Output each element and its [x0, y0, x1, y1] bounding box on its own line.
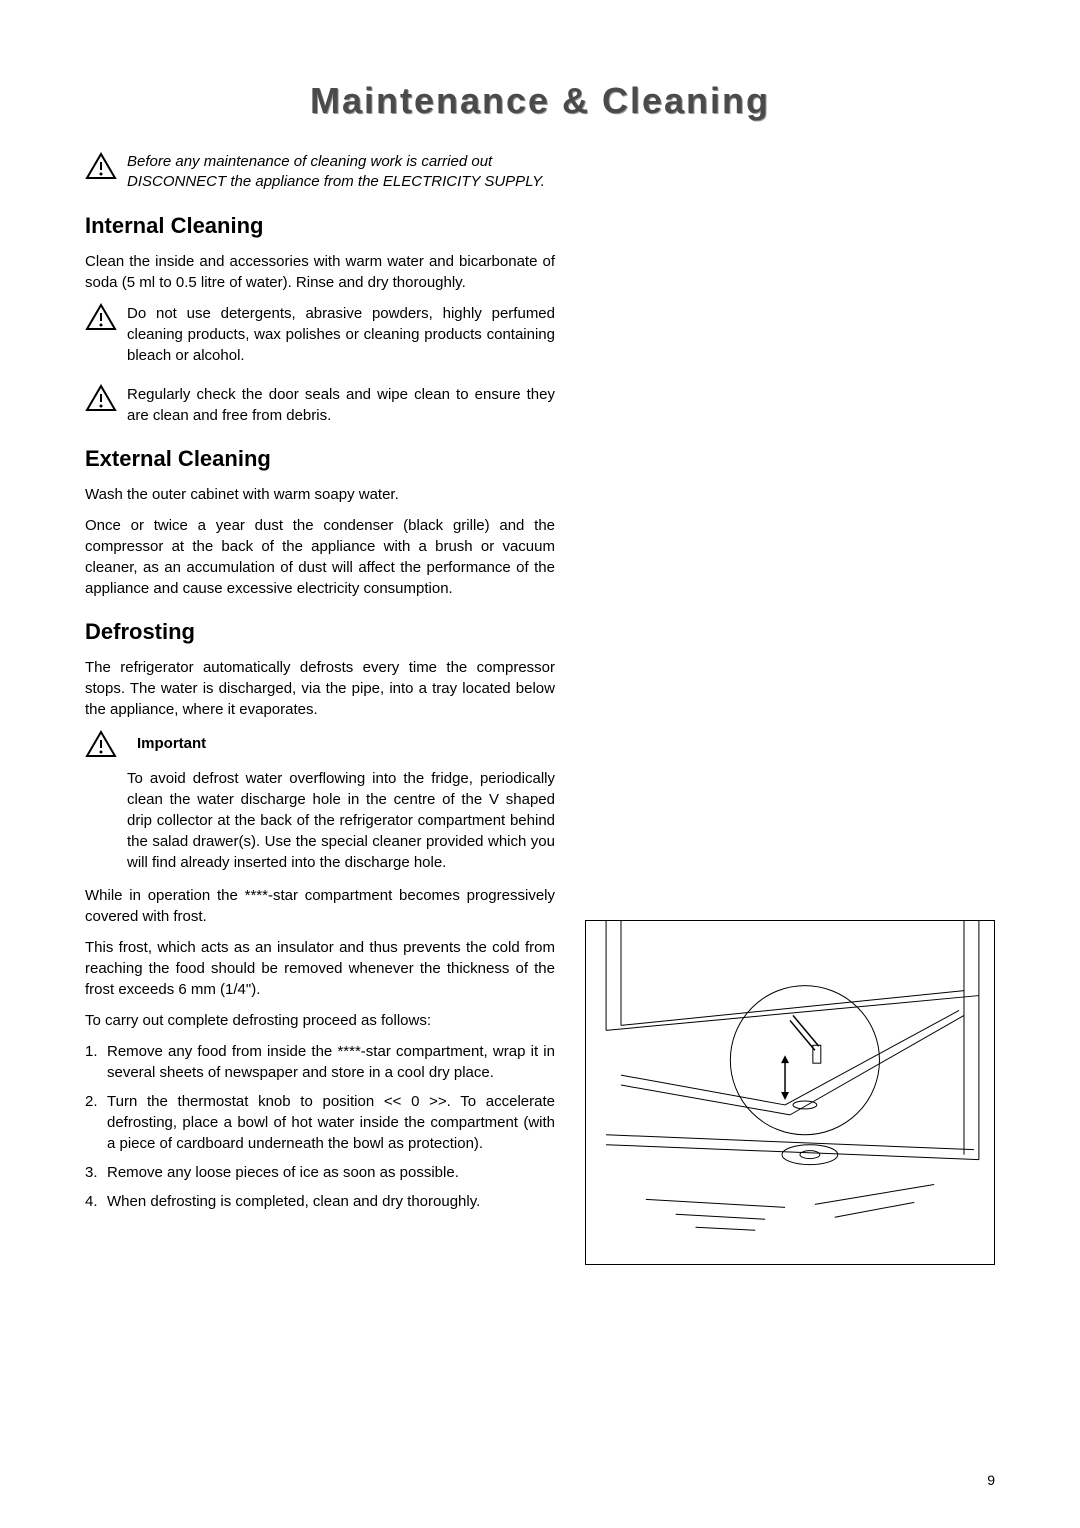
list-item: 4. When defrosting is completed, clean an…: [85, 1191, 555, 1212]
warning-icon: [85, 303, 117, 331]
page-title: Maintenance & Cleaning: [85, 80, 995, 122]
top-warning: Before any maintenance of cleaning work …: [85, 152, 555, 193]
important-block: Important: [85, 730, 555, 758]
detergents-warning: Do not use detergents, abrasive powders,…: [85, 303, 555, 366]
important-text: To avoid defrost water overflowing into …: [127, 768, 555, 873]
step-text: When defrosting is completed, clean and …: [107, 1193, 480, 1210]
step-number: 4.: [85, 1191, 98, 1212]
defrosting-p1: The refrigerator automatically defrosts …: [85, 657, 555, 720]
defrosting-heading: Defrosting: [85, 619, 555, 645]
top-warning-text: Before any maintenance of cleaning work …: [127, 152, 555, 193]
external-cleaning-p2: Once or twice a year dust the condenser …: [85, 515, 555, 599]
list-item: 3. Remove any loose pieces of ice as soon…: [85, 1162, 555, 1183]
seals-warning-text: Regularly check the door seals and wipe …: [127, 384, 555, 426]
defrosting-p3: This frost, which acts as an insulator a…: [85, 937, 555, 1000]
defrost-steps: 1. Remove any food from inside the ****-s…: [85, 1041, 555, 1212]
list-item: 2. Turn the thermostat knob to position <…: [85, 1091, 555, 1154]
seals-warning: Regularly check the door seals and wipe …: [85, 384, 555, 426]
internal-cleaning-heading: Internal Cleaning: [85, 213, 555, 239]
warning-icon: [85, 152, 117, 180]
step-number: 2.: [85, 1091, 98, 1112]
step-number: 1.: [85, 1041, 98, 1062]
step-text: Turn the thermostat knob to position << …: [107, 1093, 555, 1152]
defrosting-p4: To carry out complete defrosting proceed…: [85, 1010, 555, 1031]
external-cleaning-heading: External Cleaning: [85, 446, 555, 472]
page-number: 9: [987, 1472, 995, 1488]
step-text: Remove any loose pieces of ice as soon a…: [107, 1164, 459, 1181]
external-cleaning-p1: Wash the outer cabinet with warm soapy w…: [85, 484, 555, 505]
list-item: 1. Remove any food from inside the ****-s…: [85, 1041, 555, 1083]
important-label: Important: [137, 735, 206, 752]
defrosting-p2: While in operation the ****-star compart…: [85, 885, 555, 927]
drain-hole-figure: [585, 920, 995, 1265]
left-column: Before any maintenance of cleaning work …: [85, 152, 555, 1212]
step-number: 3.: [85, 1162, 98, 1183]
warning-icon: [85, 384, 117, 412]
detergents-warning-text: Do not use detergents, abrasive powders,…: [127, 303, 555, 366]
step-text: Remove any food from inside the ****-sta…: [107, 1043, 555, 1081]
warning-icon: [85, 730, 117, 758]
internal-cleaning-p1: Clean the inside and accessories with wa…: [85, 251, 555, 293]
